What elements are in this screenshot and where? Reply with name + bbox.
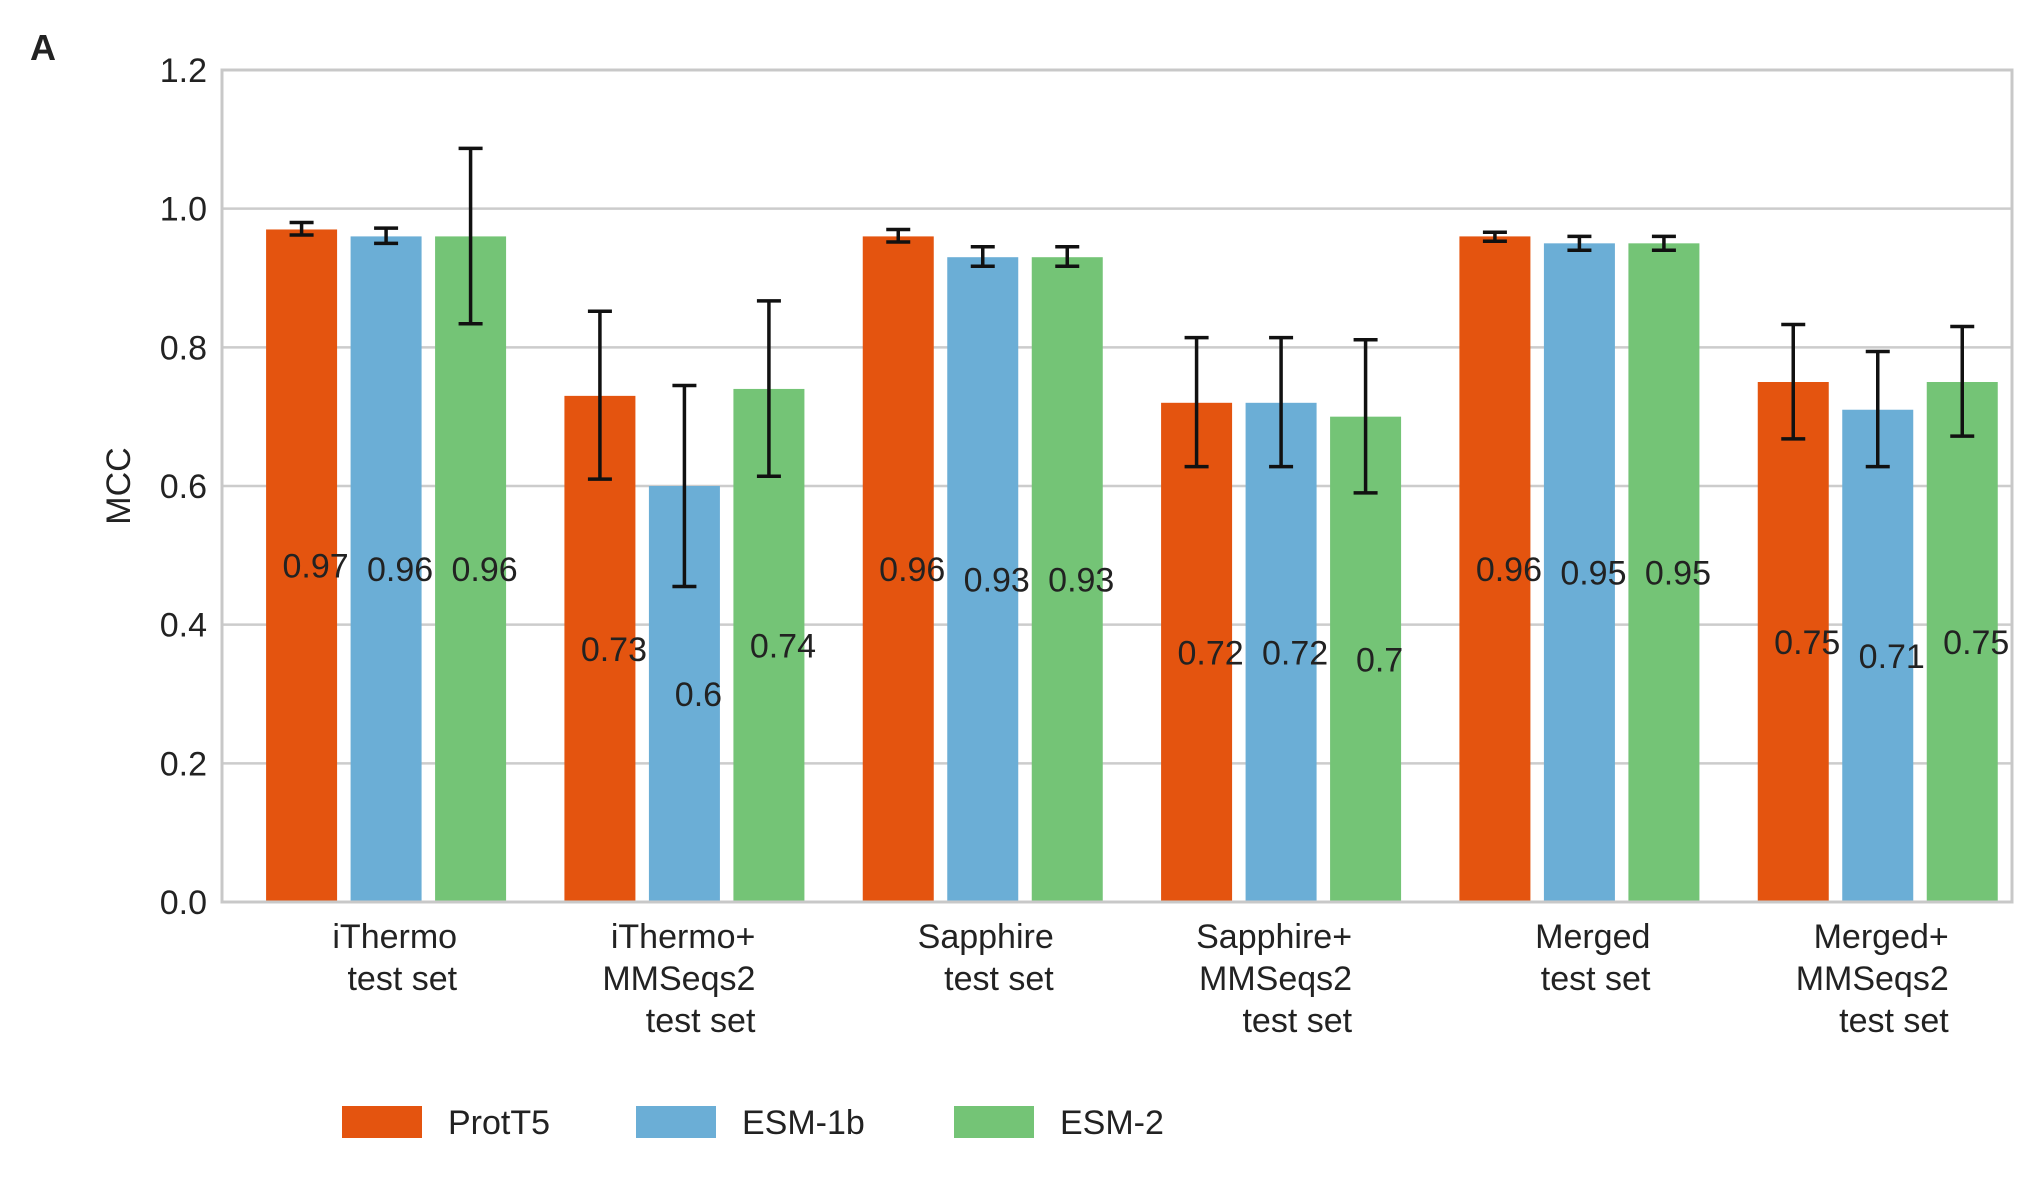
x-axis-categories: iThermo test set iThermo+ MMSeqs2 test set Sa… [332, 918, 1949, 1040]
y-tick-label: 0.2 [160, 745, 207, 783]
x-category-label: Sapphire+ [1196, 918, 1352, 956]
y-tick-label: 0.4 [160, 607, 207, 645]
data-label: 0.72 [1262, 634, 1328, 672]
x-category-label: Sapphire [918, 918, 1054, 956]
bar [1628, 243, 1700, 903]
x-category-label: Merged [1535, 918, 1650, 956]
error-bars [289, 146, 1975, 589]
panel-letter: A [30, 27, 56, 68]
legend-label: ESM-1b [742, 1104, 865, 1142]
x-category-label: test set [944, 960, 1054, 998]
data-label: 0.75 [1943, 624, 2009, 662]
y-axis-title: MCC [100, 447, 138, 524]
data-label: 0.73 [581, 631, 647, 669]
data-label: 0.93 [964, 562, 1030, 600]
bar [1926, 382, 1998, 902]
legend-swatch [954, 1106, 1034, 1138]
data-label: 0.7 [1356, 641, 1403, 679]
x-category-label: Merged+ [1814, 918, 1949, 956]
y-tick-label: 1.0 [160, 191, 207, 229]
data-label: 0.96 [1476, 551, 1542, 589]
data-label: 0.96 [451, 551, 517, 589]
y-tick-label: 0.0 [160, 884, 207, 922]
data-label: 0.97 [282, 548, 348, 586]
bar [862, 236, 934, 902]
legend-swatch [342, 1106, 422, 1138]
plot-frame [220, 68, 2014, 904]
y-tick-label: 0.6 [160, 468, 207, 506]
data-label: 0.96 [367, 551, 433, 589]
y-tick-label: 0.8 [160, 329, 207, 367]
y-tick-label: 1.2 [160, 52, 207, 90]
bar [1245, 402, 1317, 902]
bar [1757, 382, 1829, 902]
bar [350, 236, 422, 902]
legend-label: ESM-2 [1060, 1104, 1164, 1142]
legend: ProtT5 ESM-1b ESM-2 [342, 1104, 1164, 1142]
bar [1842, 409, 1914, 902]
bars [266, 229, 1998, 903]
x-category-label: test set [1242, 1002, 1352, 1040]
x-category-label: test set [646, 1002, 756, 1040]
x-category-label: iThermo+ [611, 918, 756, 956]
data-label: 0.75 [1774, 624, 1840, 662]
bar [1031, 257, 1103, 902]
data-label: 0.93 [1048, 562, 1114, 600]
legend-swatch [636, 1106, 716, 1138]
data-label: 0.6 [675, 676, 722, 714]
data-label: 0.96 [879, 551, 945, 589]
data-label: 0.71 [1859, 638, 1925, 676]
data-label: 0.95 [1645, 555, 1711, 593]
bar [947, 257, 1019, 902]
x-category-label: test set [1541, 960, 1651, 998]
legend-label: ProtT5 [448, 1104, 550, 1142]
data-label: 0.74 [750, 627, 816, 665]
data-label: 0.95 [1560, 555, 1626, 593]
x-category-label: iThermo [332, 918, 457, 956]
data-labels: 0.97 0.96 0.96 0.73 0.6 0.74 0.96 0.93 0.93 0.72 0… [282, 548, 2009, 714]
data-label: 0.72 [1177, 634, 1243, 672]
bar [435, 236, 507, 902]
bar [1330, 416, 1402, 902]
x-category-label: MMSeqs2 [1796, 960, 1949, 998]
x-category-label: test set [1839, 1002, 1949, 1040]
bar [1543, 243, 1615, 903]
x-category-label: MMSeqs2 [1199, 960, 1352, 998]
bar [266, 229, 338, 902]
bar [1161, 402, 1233, 902]
y-axis-ticks: 0.0 0.2 0.4 0.6 0.8 1.0 1.2 [160, 52, 207, 922]
x-category-label: MMSeqs2 [602, 960, 755, 998]
x-category-label: test set [347, 960, 457, 998]
bar [1459, 236, 1531, 902]
